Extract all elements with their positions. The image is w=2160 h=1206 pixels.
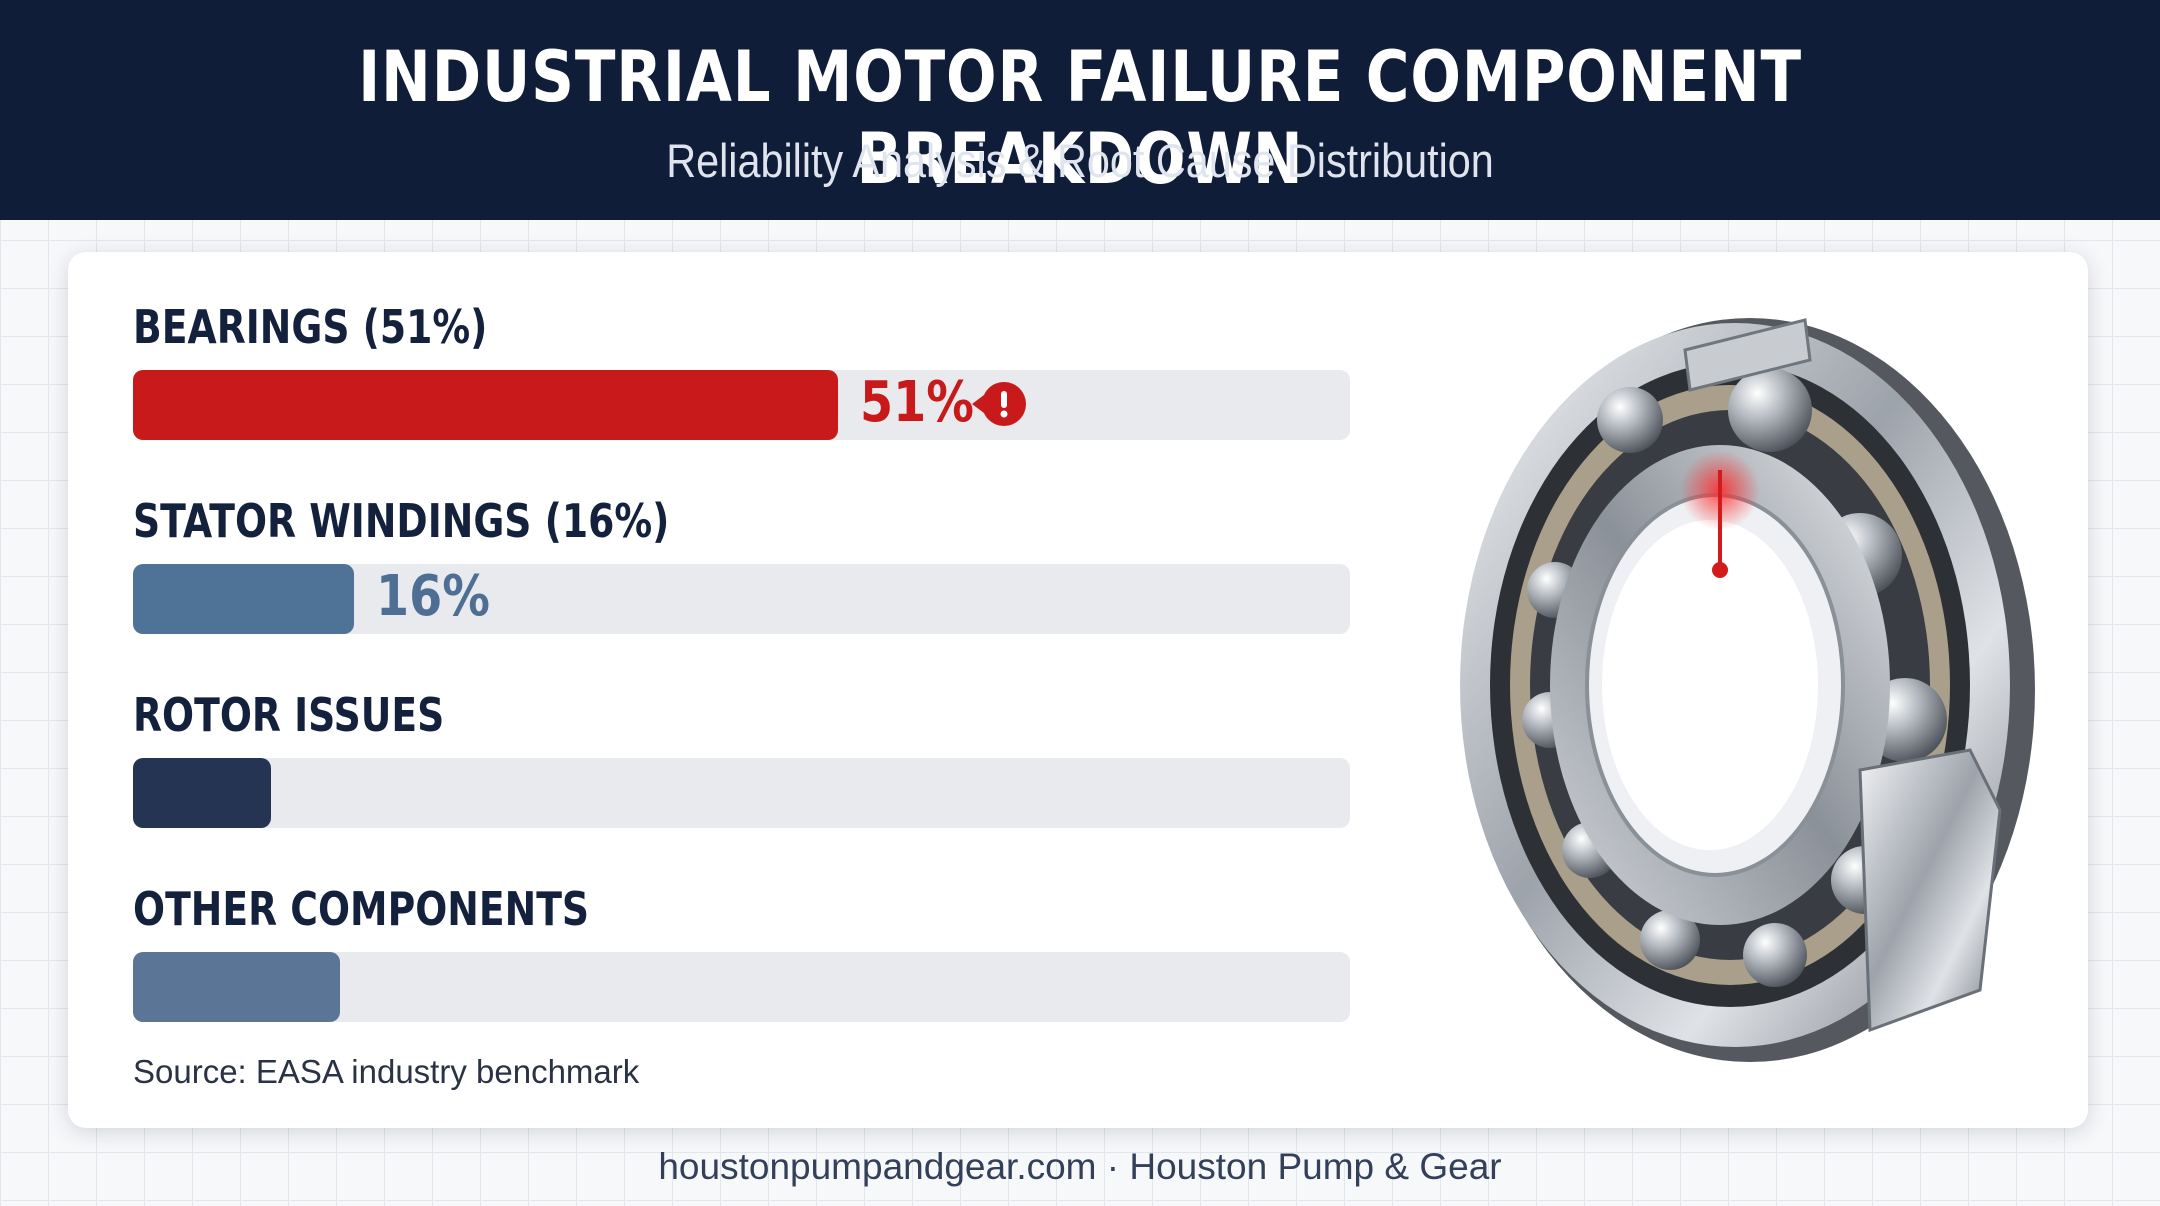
footer-credit: houstonpumpandgear.com · Houston Pump & … bbox=[658, 1146, 1502, 1187]
bar-value-bearings: 51% bbox=[860, 370, 974, 435]
alert-icon bbox=[972, 382, 1026, 426]
bar-bearings bbox=[133, 370, 838, 440]
bar-track-stator-windings bbox=[133, 564, 1350, 634]
source-note: Source: EASA industry benchmark bbox=[133, 1053, 640, 1090]
page-subtitle: Reliability Analysis & Root Cause Distri… bbox=[666, 134, 1494, 187]
bar-label-bearings: BEARINGS (51%) bbox=[133, 300, 488, 354]
bar-value-stator-windings: 16% bbox=[376, 564, 490, 629]
bar-rotor-issues bbox=[133, 758, 271, 828]
bar-track-other-components bbox=[133, 952, 1350, 1022]
page-title: INDUSTRIAL MOTOR FAILURE COMPONENT BREAK… bbox=[358, 36, 1802, 200]
bar-track-bearings bbox=[133, 370, 1350, 440]
ball-bearing-cutaway-icon bbox=[1460, 318, 2035, 1062]
header-banner: INDUSTRIAL MOTOR FAILURE COMPONENT BREAK… bbox=[0, 0, 2160, 220]
bar-label-stator-windings: STATOR WINDINGS (16%) bbox=[133, 494, 670, 548]
bar-track-rotor-issues bbox=[133, 758, 1350, 828]
bar-label-other-components: OTHER COMPONENTS bbox=[133, 882, 590, 936]
bar-other-components bbox=[133, 952, 340, 1022]
bar-stator-windings bbox=[133, 564, 354, 634]
bar-label-rotor-issues: ROTOR ISSUES bbox=[133, 688, 445, 742]
